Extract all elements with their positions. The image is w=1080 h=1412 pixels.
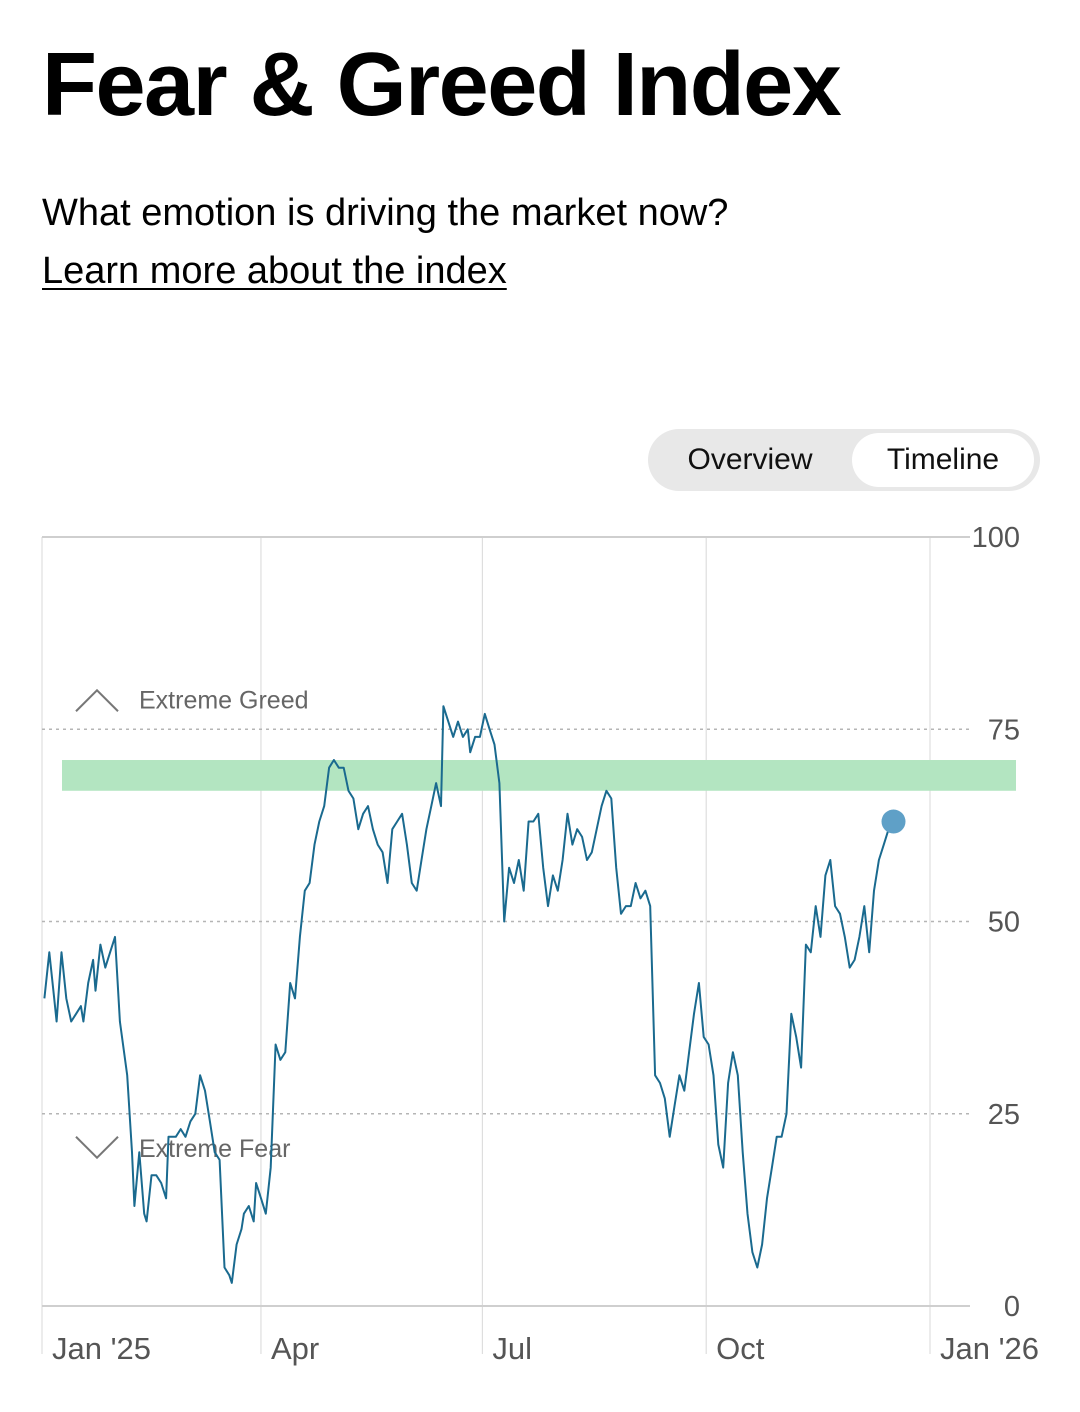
y-tick-label: 100 (972, 522, 1020, 554)
y-tick-label: 25 (988, 1099, 1020, 1131)
fear-greed-timeline-chart: Extreme Greed Extreme Fear Jan '25 Apr Jul… (41, 522, 1039, 1366)
learn-more-link[interactable]: Learn more about the index (42, 250, 507, 292)
overview-tab[interactable]: Overview (687, 443, 813, 476)
y-tick-label: 50 (988, 907, 1020, 939)
y-tick-label: 0 (1004, 1291, 1020, 1323)
timeline-tab[interactable]: Timeline (852, 433, 1034, 487)
x-tick-label: Jul (492, 1331, 532, 1366)
x-tick-label: Apr (271, 1331, 319, 1366)
x-tick-label: Jan '25 (52, 1331, 151, 1366)
y-tick-label: 75 (988, 714, 1020, 746)
chevron-up-icon (75, 688, 119, 712)
view-toggle: Overview Timeline (648, 429, 1040, 491)
x-tick-label: Oct (716, 1331, 765, 1366)
latest-value-marker[interactable] (881, 809, 906, 834)
extreme-greed-label: Extreme Greed (139, 686, 309, 714)
index-line (43, 705, 895, 1284)
threshold-band (62, 760, 1016, 791)
x-tick-label: Jan '26 (940, 1331, 1039, 1366)
page-title: Fear & Greed Index (42, 35, 842, 135)
page-subtitle: What emotion is driving the market now? (42, 192, 729, 234)
chevron-down-icon (75, 1136, 119, 1160)
